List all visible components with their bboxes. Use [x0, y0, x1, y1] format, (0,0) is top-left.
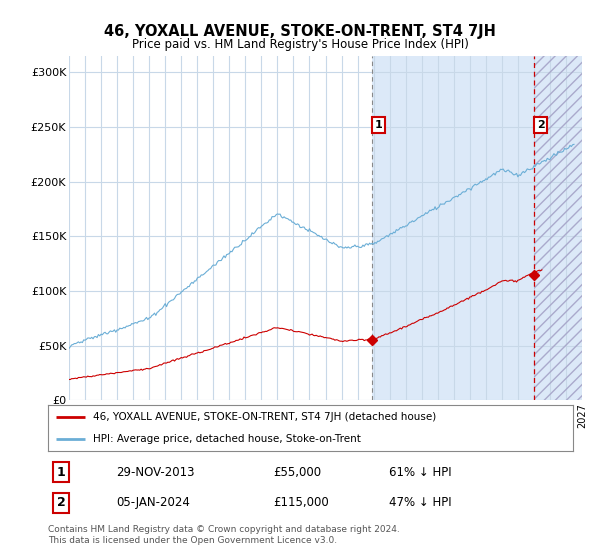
- Text: 46, YOXALL AVENUE, STOKE-ON-TRENT, ST4 7JH (detached house): 46, YOXALL AVENUE, STOKE-ON-TRENT, ST4 7…: [92, 412, 436, 422]
- Text: 46, YOXALL AVENUE, STOKE-ON-TRENT, ST4 7JH: 46, YOXALL AVENUE, STOKE-ON-TRENT, ST4 7…: [104, 24, 496, 39]
- Text: 61% ↓ HPI: 61% ↓ HPI: [389, 466, 452, 479]
- Text: 1: 1: [57, 466, 65, 479]
- Text: 47% ↓ HPI: 47% ↓ HPI: [389, 497, 452, 510]
- Text: HPI: Average price, detached house, Stoke-on-Trent: HPI: Average price, detached house, Stok…: [92, 434, 361, 444]
- Text: 2: 2: [536, 120, 544, 130]
- Text: £115,000: £115,000: [274, 497, 329, 510]
- Text: 29-NOV-2013: 29-NOV-2013: [116, 466, 195, 479]
- Text: 1: 1: [374, 120, 382, 130]
- Bar: [69, 56, 372, 400]
- Text: Price paid vs. HM Land Registry's House Price Index (HPI): Price paid vs. HM Land Registry's House …: [131, 38, 469, 50]
- Text: 2: 2: [57, 497, 65, 510]
- Bar: [534, 56, 582, 400]
- Text: £55,000: £55,000: [274, 466, 322, 479]
- Text: Contains HM Land Registry data © Crown copyright and database right 2024.
This d: Contains HM Land Registry data © Crown c…: [48, 525, 400, 545]
- Text: 05-JAN-2024: 05-JAN-2024: [116, 497, 190, 510]
- Bar: [372, 56, 534, 400]
- Bar: [534, 56, 582, 400]
